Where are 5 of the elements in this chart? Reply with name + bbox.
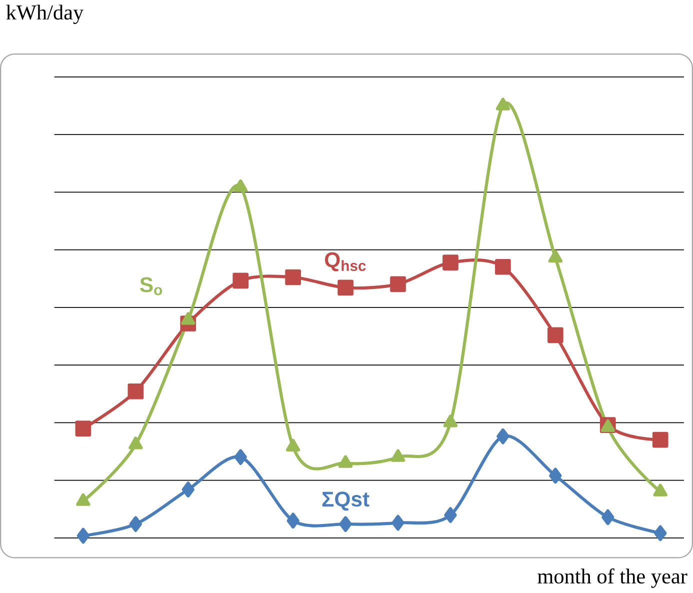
series-label: Q$_{hsc}$: [324, 252, 366, 272]
y-axis-title: kWh/day: [6, 4, 84, 24]
series-label: ΣQst: [322, 492, 370, 511]
series-label: S$_{o}$: [140, 277, 162, 296]
x-axis-title: month of the year: [538, 568, 688, 588]
